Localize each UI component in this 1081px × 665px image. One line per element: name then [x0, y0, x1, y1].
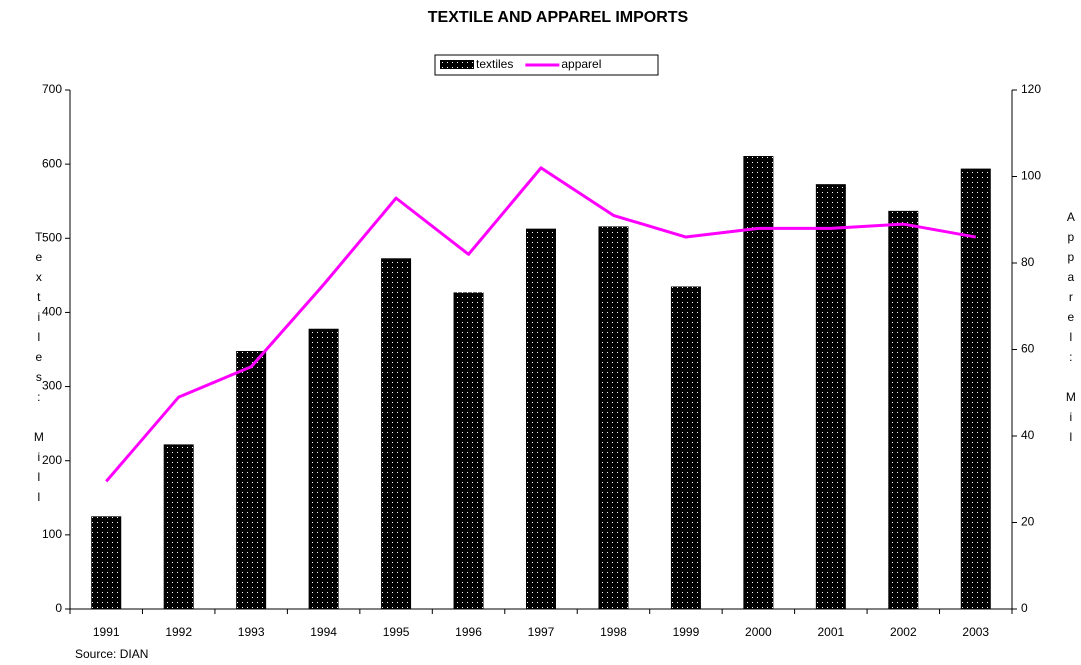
- x-tick-label: 1999: [673, 625, 700, 639]
- bar: [888, 210, 919, 610]
- y-tick-label: 300: [42, 379, 62, 393]
- y-axis-label: Textiles: Mill: [32, 230, 46, 510]
- y2-tick-label: 40: [1021, 428, 1035, 442]
- y-tick-label: 500: [42, 230, 62, 244]
- x-tick-label: 1995: [383, 625, 410, 639]
- y2-tick-label: 80: [1021, 255, 1035, 269]
- y2-axis-label: Apparel: Mil: [1064, 210, 1078, 450]
- bar: [598, 226, 629, 609]
- chart-title: TEXTILE AND APPAREL IMPORTS: [428, 9, 689, 26]
- x-tick-label: 1996: [455, 625, 482, 639]
- bar: [163, 444, 194, 609]
- y2-tick-label: 120: [1021, 82, 1041, 96]
- y-tick-label: 700: [42, 82, 62, 96]
- bar: [670, 286, 701, 609]
- y-tick-label: 600: [42, 156, 62, 170]
- bar: [381, 258, 412, 609]
- bar: [236, 350, 267, 609]
- bar: [815, 184, 846, 609]
- y-tick-label: 200: [42, 453, 62, 467]
- y2-tick-label: 0: [1021, 601, 1028, 615]
- line-series: [105, 166, 977, 483]
- bar: [960, 168, 991, 609]
- source-note: Source: DIAN: [75, 647, 148, 661]
- x-tick-label: 1993: [238, 625, 265, 639]
- y2-tick-label: 60: [1021, 342, 1035, 356]
- bar: [308, 328, 339, 609]
- legend-swatch: [440, 60, 474, 69]
- bar: [526, 228, 556, 609]
- x-tick-label: 1994: [310, 625, 337, 639]
- bar: [743, 155, 774, 610]
- x-tick-label: 1991: [93, 625, 120, 639]
- y-tick-label: 100: [42, 527, 62, 541]
- legend-label: apparel: [561, 57, 601, 71]
- x-tick-label: 2000: [745, 625, 772, 639]
- x-tick-label: 2001: [817, 625, 844, 639]
- x-tick-label: 1997: [528, 625, 555, 639]
- bar: [91, 516, 122, 609]
- y-tick-label: 0: [55, 601, 62, 615]
- legend-label: textiles: [476, 57, 513, 71]
- x-tick-label: 2002: [890, 625, 917, 639]
- bar: [453, 292, 484, 609]
- x-tick-label: 1998: [600, 625, 627, 639]
- y2-tick-label: 20: [1021, 515, 1035, 529]
- x-tick-label: 1992: [165, 625, 192, 639]
- y2-tick-label: 100: [1021, 169, 1041, 183]
- x-tick-label: 2003: [962, 625, 989, 639]
- y-tick-label: 400: [42, 305, 62, 319]
